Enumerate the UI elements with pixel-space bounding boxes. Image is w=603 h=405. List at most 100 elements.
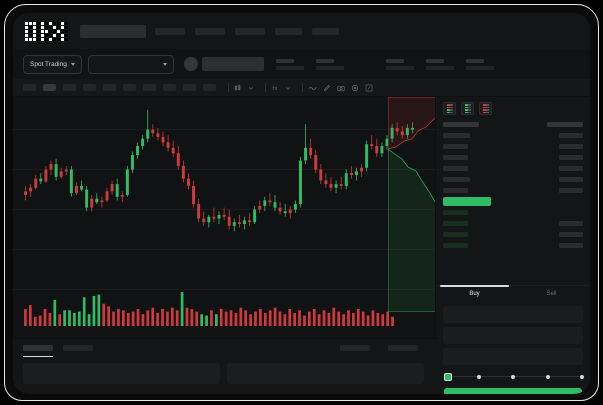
amount-field[interactable] <box>443 327 583 344</box>
price-field[interactable] <box>443 306 583 323</box>
timeframe-2[interactable] <box>43 84 56 91</box>
timeframe-3[interactable] <box>63 84 76 91</box>
chevron-down-icon[interactable] <box>285 85 291 91</box>
orderbook-row[interactable] <box>443 163 583 174</box>
stat-value <box>275 65 304 70</box>
gridline-4 <box>13 249 438 250</box>
search-input[interactable] <box>80 24 146 38</box>
orderbook-mode-glyph <box>447 104 451 113</box>
gridline-2 <box>13 169 438 170</box>
orderbook-and-form-panel: Buy Sell <box>435 97 590 394</box>
slider-stop-75[interactable] <box>545 374 550 379</box>
bottom-card-right[interactable] <box>227 363 424 384</box>
orderbook-row[interactable] <box>443 130 583 141</box>
chart-toolbar: fx <box>13 79 590 97</box>
tab-buy[interactable]: Buy <box>436 285 513 302</box>
chevron-down-icon[interactable] <box>248 85 254 91</box>
market-subheader: Spot Trading <box>13 49 590 79</box>
orderbook-mode-rows <box>486 104 489 113</box>
orderbook-size <box>559 133 583 138</box>
divider <box>265 83 266 92</box>
timeframe-7[interactable] <box>143 84 156 91</box>
camera-icon[interactable] <box>337 84 345 92</box>
nav-item-1[interactable] <box>155 27 185 35</box>
stat-value <box>425 65 454 70</box>
slider-stop-100[interactable] <box>580 374 584 379</box>
orderbook-mode-rows <box>468 104 471 113</box>
candlestick-icon[interactable] <box>234 84 242 92</box>
orderbook-price <box>443 210 468 215</box>
bottom-action-2[interactable] <box>388 345 418 351</box>
orderbook-row[interactable] <box>443 207 583 218</box>
amount-percent-slider[interactable] <box>444 372 584 381</box>
orderbook-price <box>443 221 468 226</box>
orderbook-row[interactable] <box>443 240 583 251</box>
fullscreen-icon[interactable] <box>365 84 373 92</box>
timeframe-9[interactable] <box>183 84 196 91</box>
stat-label <box>465 58 484 63</box>
slider-stop-50[interactable] <box>511 374 515 379</box>
coin-avatar <box>183 57 198 71</box>
timeframe-6[interactable] <box>123 84 136 91</box>
orderbook-row[interactable] <box>443 141 583 152</box>
orderbook-header-row <box>443 119 583 130</box>
settings-icon[interactable] <box>351 84 359 92</box>
bottom-action-1[interactable] <box>340 345 370 351</box>
timeframe-1[interactable] <box>23 84 36 91</box>
orderbook-mode-asks[interactable] <box>479 102 492 115</box>
nav-item-5[interactable] <box>312 27 339 35</box>
pencil-icon[interactable] <box>323 84 331 92</box>
nav-item-2[interactable] <box>195 27 225 35</box>
bottom-card-left[interactable] <box>23 363 220 384</box>
orderbook-price <box>443 155 468 160</box>
nav-item-3[interactable] <box>235 27 265 35</box>
orderbook-mode-both[interactable] <box>443 102 456 115</box>
wave-icon[interactable] <box>308 84 317 92</box>
bottom-tab-1[interactable] <box>23 345 53 357</box>
total-field[interactable] <box>443 348 583 365</box>
timeframe-4[interactable] <box>83 84 96 91</box>
timeframe-10[interactable] <box>203 84 216 91</box>
orderbook-price <box>443 243 468 248</box>
candlestick-series <box>24 109 414 232</box>
stat-value <box>315 65 344 70</box>
okx-logo[interactable] <box>25 21 68 41</box>
pair-select[interactable] <box>87 54 174 74</box>
stat-label <box>315 58 334 63</box>
market-stat-4 <box>425 58 454 70</box>
pair-name-label <box>201 57 264 71</box>
orderbook-size <box>559 232 583 237</box>
slider-stop-25[interactable] <box>476 374 481 379</box>
price-chart[interactable] <box>13 97 438 339</box>
slider-handle[interactable] <box>444 372 452 381</box>
device-frame: Spot Trading <box>4 4 599 401</box>
divider <box>228 83 229 92</box>
trading-mode-label: Spot Trading <box>30 60 67 68</box>
orderbook-row[interactable] <box>443 229 583 240</box>
gridline-3 <box>13 209 438 210</box>
orderbook-price <box>443 144 468 149</box>
orderbook-mode-bids[interactable] <box>461 102 474 115</box>
orderbook-mode-rows <box>450 104 453 113</box>
orders-bottom-panel <box>13 338 438 394</box>
orderbook-row[interactable] <box>443 174 583 185</box>
orderbook-row[interactable] <box>443 152 583 163</box>
timeframe-8[interactable] <box>163 84 176 91</box>
market-stat-5 <box>465 58 494 70</box>
orderbook-price <box>443 133 470 138</box>
orderbook-row[interactable] <box>443 218 583 229</box>
orderbook-size <box>559 166 583 171</box>
submit-buy-button[interactable] <box>444 388 582 394</box>
bottom-tab-2[interactable] <box>63 345 93 351</box>
trading-mode-select[interactable]: Spot Trading <box>23 54 82 74</box>
orderbook-row[interactable] <box>443 185 583 196</box>
orderbook-mode-group <box>436 97 590 119</box>
last-price-badge <box>443 197 491 206</box>
orderbook-size <box>559 155 583 160</box>
order-book[interactable] <box>436 119 590 279</box>
tab-sell[interactable]: Sell <box>546 291 557 297</box>
timeframe-5[interactable] <box>103 84 116 91</box>
indicator-icon[interactable]: fx <box>271 84 279 92</box>
nav-item-4[interactable] <box>275 27 302 35</box>
